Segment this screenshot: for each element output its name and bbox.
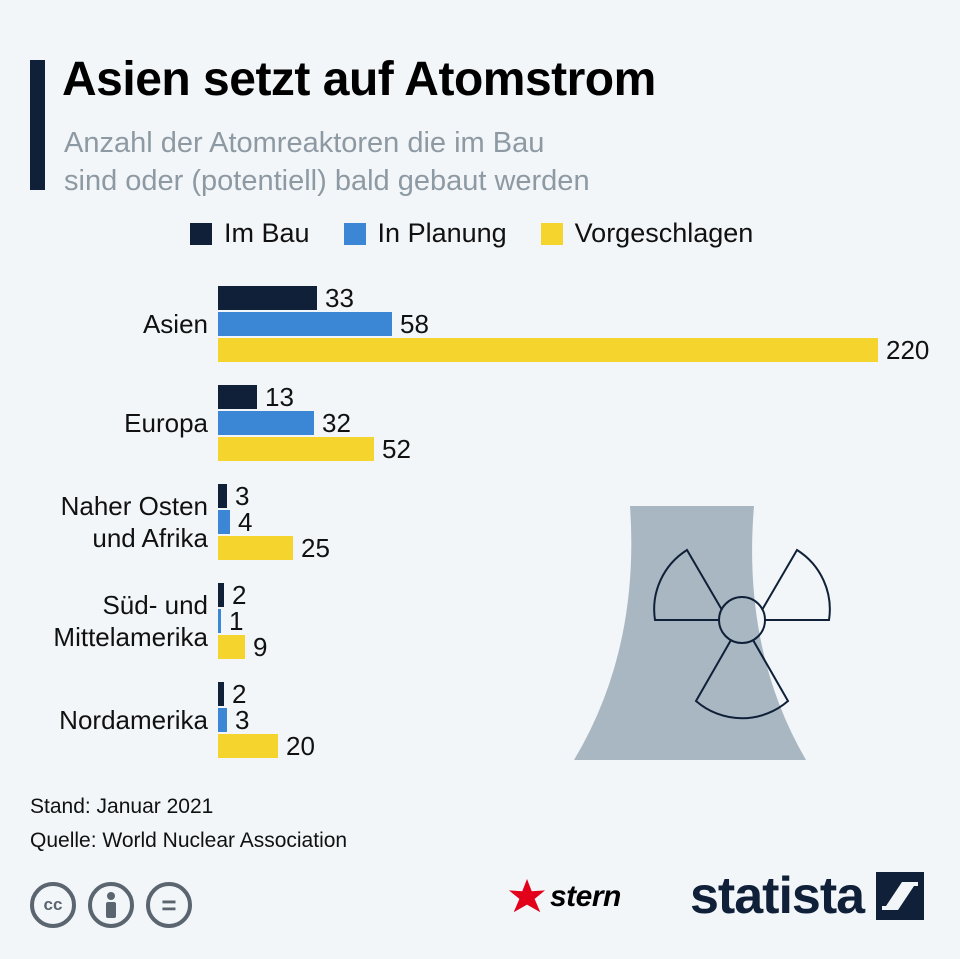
value-label-s-d-und-mittelamerika-im-bau: 2: [232, 580, 246, 610]
category-label-nordamerika: Nordamerika: [59, 705, 208, 735]
category-label-line: Europa: [124, 408, 208, 438]
stern-wordmark: stern: [550, 880, 621, 913]
bar-europa-vorgeschlagen: [218, 437, 374, 461]
bar-nordamerika-im-bau: [218, 682, 224, 706]
bar-s-d-und-mittelamerika-in-planung: [218, 609, 221, 633]
radiation-symbol-icon: [653, 548, 831, 720]
statista-wordmark: statista: [690, 867, 865, 925]
subtitle-line-2: sind oder (potentiell) bald gebaut werde…: [64, 165, 590, 197]
category-label-line: und Afrika: [92, 523, 208, 553]
statista-logo[interactable]: statista: [690, 867, 925, 925]
subtitle-line-1: Anzahl der Atomreaktoren die im Bau: [64, 127, 545, 159]
bar-nordamerika-vorgeschlagen: [218, 734, 278, 758]
legend-swatch-vorgeschlagen: [540, 222, 563, 245]
license-icons: cc =: [30, 882, 192, 928]
chart-title: Asien setzt auf Atomstrom: [62, 53, 656, 106]
bar-s-d-und-mittelamerika-vorgeschlagen: [218, 635, 245, 659]
chart-subtitle: Anzahl der Atomreaktoren die im Bau sind…: [64, 124, 590, 200]
legend-label-im-bau: Im Bau: [224, 218, 310, 248]
value-label-s-d-und-mittelamerika-in-planung: 1: [229, 606, 243, 636]
legend-item-vorgeschlagen: Vorgeschlagen: [540, 218, 754, 249]
legend-swatch-in-planung: [343, 222, 366, 245]
category-label-line: Asien: [143, 309, 208, 339]
cc-icon[interactable]: cc: [30, 882, 76, 928]
value-label-s-d-und-mittelamerika-vorgeschlagen: 9: [253, 632, 267, 662]
statista-mark-icon: [876, 872, 925, 920]
bar-asien-in-planung: [218, 312, 392, 336]
no-derivatives-icon[interactable]: =: [146, 882, 192, 928]
footer-source: Quelle: World Nuclear Association: [30, 829, 348, 852]
category-label-naher-osten-und-afrika: Naher Osten und Afrika: [61, 491, 209, 553]
bar-naher-osten-und-afrika-im-bau: [218, 484, 227, 508]
value-label-nordamerika-im-bau: 2: [232, 679, 246, 709]
legend-swatch-im-bau: [190, 222, 212, 245]
value-label-naher-osten-und-afrika-im-bau: 3: [235, 481, 249, 511]
bar-asien-im-bau: [218, 286, 317, 310]
legend-item-in-planung: In Planung: [343, 218, 507, 249]
legend-item-im-bau: Im Bau: [190, 218, 310, 249]
bar-nordamerika-in-planung: [218, 708, 227, 732]
legend-label-in-planung: In Planung: [377, 218, 507, 248]
stern-logo[interactable]: stern: [508, 878, 621, 916]
value-label-europa-vorgeschlagen: 52: [382, 434, 411, 464]
value-label-europa-in-planung: 32: [322, 408, 351, 438]
category-label-europa: Europa: [124, 408, 208, 438]
value-label-naher-osten-und-afrika-vorgeschlagen: 25: [301, 533, 330, 563]
cooling-tower-shape: [574, 506, 806, 760]
bar-s-d-und-mittelamerika-im-bau: [218, 583, 224, 607]
cooling-tower-illustration: [574, 506, 831, 760]
value-label-nordamerika-in-planung: 3: [235, 705, 249, 735]
category-label-line: Nordamerika: [59, 705, 208, 735]
footer-stand: Stand: Januar 2021: [30, 795, 214, 818]
bar-naher-osten-und-afrika-vorgeschlagen: [218, 536, 293, 560]
category-label-line: Mittelamerika: [53, 622, 208, 652]
legend-label-vorgeschlagen: Vorgeschlagen: [574, 218, 754, 248]
value-label-asien-vorgeschlagen: 220: [886, 335, 929, 365]
category-label-line: Naher Osten: [61, 491, 208, 521]
bar-naher-osten-und-afrika-in-planung: [218, 510, 230, 534]
legend: Im Bau In Planung Vorgeschlagen: [190, 218, 753, 249]
category-label-line: Süd- und: [102, 590, 208, 620]
value-label-asien-in-planung: 58: [400, 309, 429, 339]
category-label-asien: Asien: [143, 309, 208, 339]
bar-europa-in-planung: [218, 411, 314, 435]
value-label-asien-im-bau: 33: [325, 283, 354, 313]
attribution-icon[interactable]: [88, 882, 134, 928]
value-label-naher-osten-und-afrika-in-planung: 4: [238, 507, 252, 537]
bar-europa-im-bau: [218, 385, 257, 409]
category-label-s-d-und-mittelamerika: Süd- und Mittelamerika: [53, 590, 208, 652]
value-label-europa-im-bau: 13: [265, 382, 294, 412]
stern-star-icon: [508, 878, 546, 913]
value-label-nordamerika-vorgeschlagen: 20: [286, 731, 315, 761]
title-accent-bar: [30, 60, 45, 190]
bar-asien-vorgeschlagen: [218, 338, 878, 362]
